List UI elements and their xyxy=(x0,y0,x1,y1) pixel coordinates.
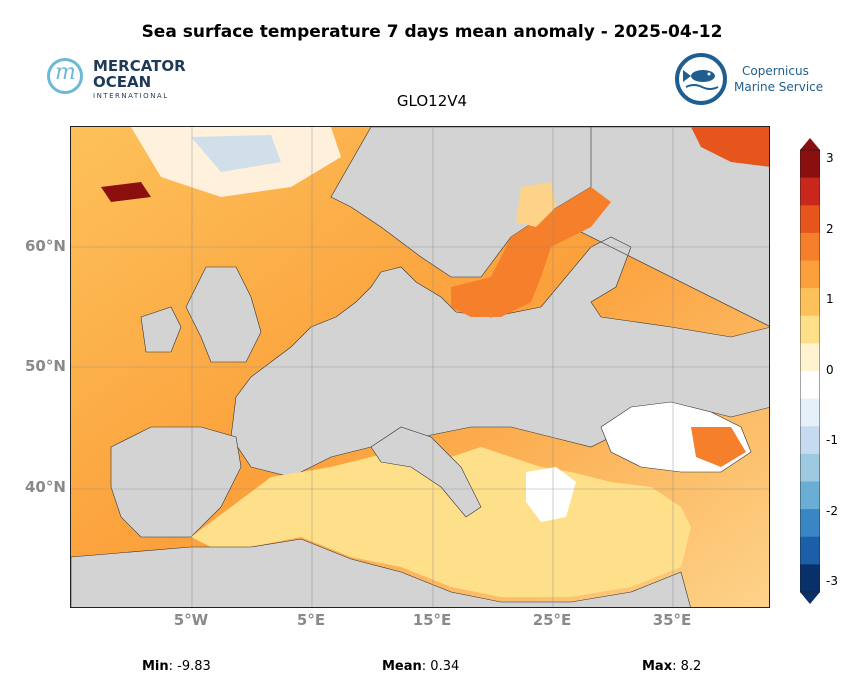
italy xyxy=(370,426,482,518)
aegean-sea xyxy=(526,467,576,522)
lon-label-15e: 15°E xyxy=(412,611,452,629)
stat-max: Max: 8.2 xyxy=(642,659,701,674)
iberia xyxy=(110,426,242,538)
mercator-logo-line2: OCEAN xyxy=(93,73,152,91)
stat-max-value: : 8.2 xyxy=(672,659,702,674)
colorbar-segment xyxy=(800,453,820,482)
colorbar-segment xyxy=(800,315,820,344)
anomaly-map xyxy=(70,126,770,608)
colorbar-tick-neg2: -2 xyxy=(826,504,838,518)
stat-min: Min: -9.83 xyxy=(142,659,211,674)
graticule xyxy=(71,127,769,607)
lon-label-5w: 5°W xyxy=(173,611,209,629)
stat-mean: Mean: 0.34 xyxy=(382,659,459,674)
colorbar-segment xyxy=(800,371,820,400)
europe-land xyxy=(230,127,769,478)
colorbar-segment xyxy=(800,150,820,179)
stat-min-value: : -9.83 xyxy=(168,659,211,674)
fish-icon xyxy=(675,53,727,105)
stat-mean-value: : 0.34 xyxy=(421,659,460,674)
stat-max-label: Max xyxy=(642,659,673,674)
chart-title: Sea surface temperature 7 days mean anom… xyxy=(141,22,723,42)
black-sea-warm-patch xyxy=(691,427,746,467)
negative-anomaly-patch xyxy=(191,135,281,172)
ireland xyxy=(140,306,182,353)
map-canvas xyxy=(71,127,769,607)
colorbar-segment xyxy=(800,343,820,372)
colorbar-tick-2: 2 xyxy=(826,222,834,236)
baltic-sea xyxy=(451,187,611,317)
colorbar-frame xyxy=(800,149,820,593)
colorbar-tick-0: 0 xyxy=(826,363,834,377)
colorbar-max-arrow xyxy=(800,138,820,150)
colorbar-min-arrow xyxy=(800,592,820,604)
arctic-warm-spot xyxy=(691,127,769,167)
lon-label-25e: 25°E xyxy=(532,611,572,629)
norwegian-sea-hot-spot xyxy=(101,182,151,202)
mercator-logo-icon xyxy=(47,58,83,94)
stat-min-label: Min xyxy=(142,659,169,674)
colorbar-segment xyxy=(800,536,820,565)
lat-label-40n: 40°N xyxy=(25,478,66,496)
colorbar-segment xyxy=(800,398,820,427)
colorbar-segment xyxy=(800,288,820,317)
colorbar-segment xyxy=(800,177,820,206)
mercator-logo-glyph: m xyxy=(55,60,76,85)
copernicus-marine-logo: Copernicus Marine Service xyxy=(674,52,824,107)
gulf-bothnia xyxy=(516,182,556,227)
lat-label-50n: 50°N xyxy=(25,357,66,375)
mercator-ocean-logo: m MERCATOR OCEAN INTERNATIONAL xyxy=(47,56,217,106)
colorbar xyxy=(800,138,820,604)
colorbar-segment xyxy=(800,509,820,538)
mercator-logo-line1: MERCATOR xyxy=(93,57,186,75)
colorbar-segment xyxy=(800,232,820,261)
model-subtitle: GLO12V4 xyxy=(396,92,468,110)
lon-label-5e: 5°E xyxy=(296,611,326,629)
colorbar-tick-1: 1 xyxy=(826,292,834,306)
lon-label-35e: 35°E xyxy=(652,611,692,629)
mercator-logo-line3: INTERNATIONAL xyxy=(93,92,169,100)
north-africa xyxy=(71,538,691,607)
scandinavia-land xyxy=(330,127,592,278)
colorbar-segment xyxy=(800,481,820,510)
colorbar-segment xyxy=(800,426,820,455)
colorbar-tick-neg3: -3 xyxy=(826,574,838,588)
great-britain xyxy=(185,266,262,363)
copernicus-logo-line2: Marine Service xyxy=(734,80,824,94)
colorbar-segment xyxy=(800,205,820,234)
lat-label-60n: 60°N xyxy=(25,237,66,255)
stat-mean-label: Mean xyxy=(382,659,422,674)
colorbar-tick-3: 3 xyxy=(826,151,834,165)
colorbar-segment xyxy=(800,260,820,289)
colorbar-tick-neg1: -1 xyxy=(826,433,838,447)
colorbar-segment xyxy=(800,564,820,593)
copernicus-logo-line1: Copernicus xyxy=(742,64,809,78)
